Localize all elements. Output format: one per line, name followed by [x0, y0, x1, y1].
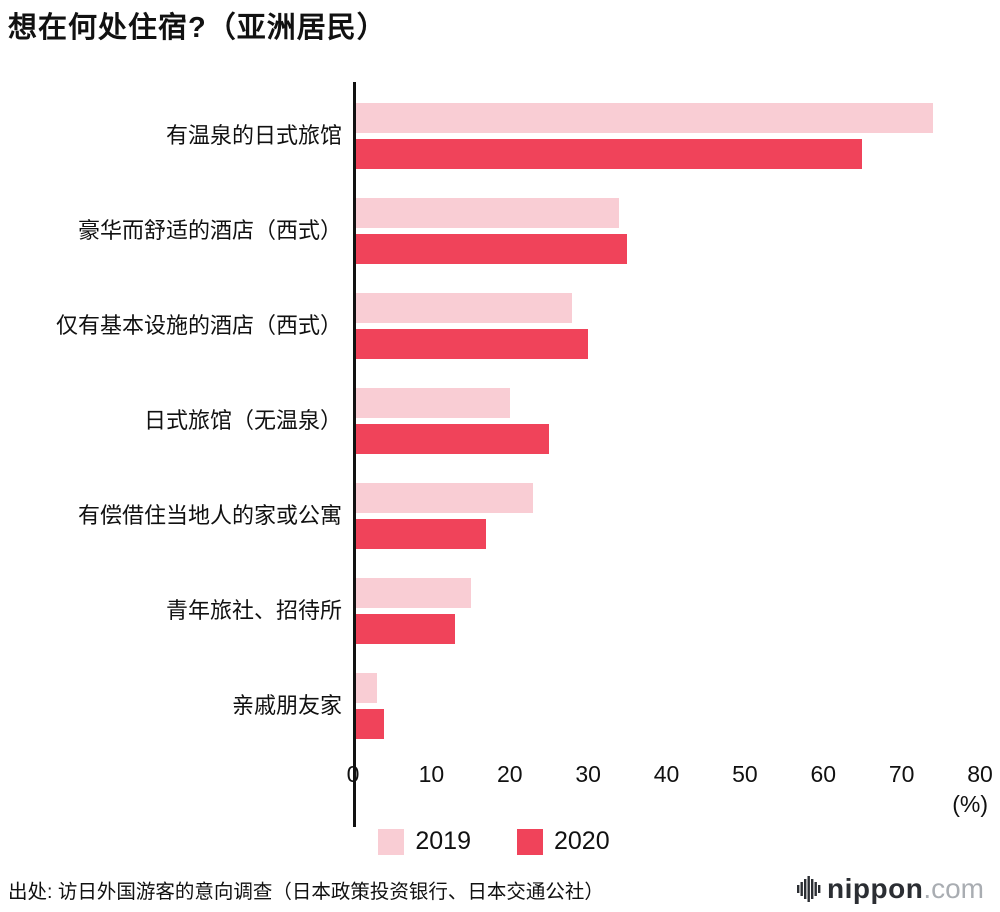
category-row: 日式旅馆（无温泉） [8, 373, 980, 468]
bar-2020 [353, 423, 549, 454]
category-row: 有偿借住当地人的家或公寓 [8, 468, 980, 563]
category-label: 豪华而舒适的酒店（西式） [77, 217, 342, 243]
bar-2019 [353, 292, 573, 323]
bar-2020 [353, 233, 628, 264]
plot-area: 有温泉的日式旅馆豪华而舒适的酒店（西式） 仅有基本设施的酒店（西式） 日式旅馆（无温… [8, 88, 980, 753]
bar-group [353, 577, 980, 644]
x-axis: (%) 0 10 20 30 40 50 60 70 80 [347, 753, 993, 819]
x-tick-label: 40 [653, 761, 680, 788]
bar-group [353, 292, 980, 359]
bar-2019 [353, 102, 933, 133]
bar-2020 [353, 518, 487, 549]
bar-2020 [353, 138, 863, 169]
category-row: 青年旅社、招待所 [8, 563, 980, 658]
category-row: 有温泉的日式旅馆 [8, 88, 980, 183]
x-tick-label: 50 [732, 761, 758, 788]
x-tick-label: 30 [575, 761, 601, 788]
legend-swatch [378, 828, 405, 855]
category-label: 日式旅馆（无温泉） [143, 407, 342, 433]
legend: 2019 2020 [8, 827, 980, 856]
bar-group [353, 102, 980, 169]
bar-group [353, 197, 980, 264]
bar-2020 [353, 613, 455, 644]
category-row: 亲戚朋友家 [8, 658, 980, 753]
nippon-logo-icon [797, 874, 821, 904]
x-tick-label: 60 [810, 761, 837, 788]
bar-2020 [353, 708, 385, 739]
legend-swatch [517, 828, 543, 855]
x-tick-label: 70 [888, 761, 915, 788]
logo-text-primary: nippon [827, 873, 924, 904]
category-row: 豪华而舒适的酒店（西式） [8, 183, 980, 278]
x-tick-label: 0 [346, 761, 360, 788]
category-label: 仅有基本设施的酒店（西式） [55, 312, 342, 338]
category-label: 亲戚朋友家 [231, 692, 342, 718]
category-label: 有温泉的日式旅馆 [165, 122, 342, 148]
x-tick-label: 20 [496, 761, 523, 788]
x-tick-label: 80 [967, 761, 993, 788]
bar-2019 [353, 387, 510, 418]
source-text: 出处: 访日外国游客的意向调查（日本政策投资银行、日本交通公社） [8, 881, 604, 903]
category-row: 仅有基本设施的酒店（西式） [8, 278, 980, 373]
category-label: 有偿借住当地人的家或公寓 [77, 502, 342, 528]
legend-label: 2020 [554, 827, 610, 856]
logo-text-secondary: .com [923, 873, 984, 904]
bar-group [353, 672, 980, 739]
legend-item-2019: 2019 [378, 827, 471, 856]
bar-2019 [353, 482, 534, 513]
footer: 出处: 访日外国游客的意向调查（日本政策投资银行、日本交通公社） nippon.… [8, 874, 984, 904]
bar-2019 [353, 672, 377, 703]
bar-chart: 有温泉的日式旅馆豪华而舒适的酒店（西式） 仅有基本设施的酒店（西式） 日式旅馆（无温… [8, 82, 993, 828]
x-tick-label: 10 [418, 761, 445, 788]
legend-label: 2019 [415, 827, 471, 856]
chart-title: 想在何处住宿?（亚洲居民） [8, 12, 387, 44]
bar-2019 [353, 577, 471, 608]
category-label: 青年旅社、招待所 [165, 597, 342, 623]
bar-2019 [353, 197, 620, 228]
y-axis-line [353, 82, 356, 828]
nippon-logo: nippon .com [797, 874, 984, 904]
bar-group [353, 387, 980, 454]
bar-2020 [353, 328, 589, 359]
bar-group [353, 482, 980, 549]
legend-item-2020: 2020 [517, 827, 610, 856]
x-axis-unit-label: (%) [952, 791, 988, 818]
